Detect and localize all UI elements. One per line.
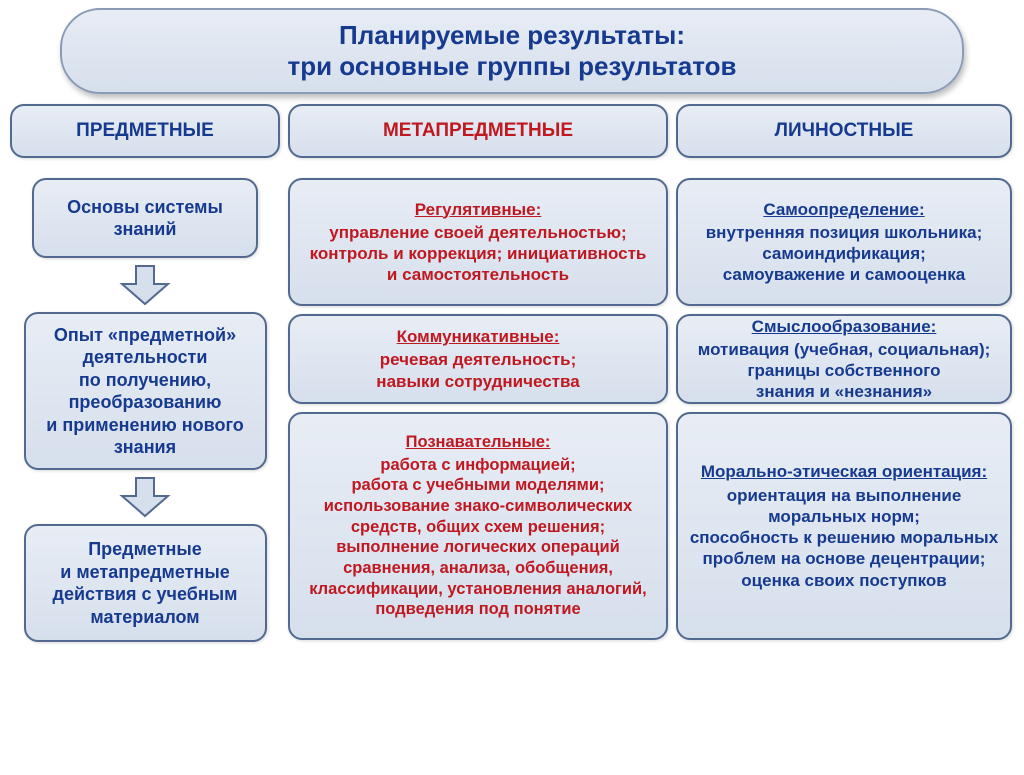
box-body: управление своей деятельностью; контроль…: [300, 222, 656, 286]
box-title: Познавательные:: [300, 432, 656, 453]
box-body: работа с информацией;работа с учебными м…: [300, 455, 656, 620]
box-title: Морально-этическая ориентация:: [688, 461, 1000, 482]
spacer: [676, 166, 1012, 170]
box-predmetnye-deystviya: Предметныеи метапредметные действия с уч…: [24, 524, 267, 642]
down-arrow-icon: [118, 264, 172, 306]
box-kommunikativnye: Коммуникативные: речевая деятельность;на…: [288, 314, 668, 404]
box-body: внутренняя позиция школьника; самоиндифи…: [688, 222, 1000, 286]
box-body: Опыт «предметной» деятельностипо получен…: [36, 324, 255, 459]
spacer: [288, 166, 668, 170]
columns-container: ПРЕДМЕТНЫЕ Основы системы знаний Опыт «п…: [0, 104, 1024, 642]
box-title: Самоопределение:: [688, 199, 1000, 220]
col-header-metapredmetnye: МЕТАПРЕДМЕТНЫЕ: [288, 104, 668, 158]
box-smysloobrazovanie: Смыслообразование: мотивация (учебная, с…: [676, 314, 1012, 404]
col-header-lichnostnye: ЛИЧНОСТНЫЕ: [676, 104, 1012, 158]
box-opyt-predmetnoy: Опыт «предметной» деятельностипо получен…: [24, 312, 267, 470]
down-arrow-icon: [118, 476, 172, 518]
box-body: мотивация (учебная, социальная); границы…: [688, 339, 1000, 403]
box-body: Предметныеи метапредметные действия с уч…: [36, 538, 255, 628]
box-regulyativnye: Регулятивные: управление своей деятельно…: [288, 178, 668, 306]
box-body: ориентация на выполнение моральных норм;…: [688, 485, 1000, 591]
spacer: [10, 166, 280, 170]
header-box: Планируемые результаты: три основные гру…: [60, 8, 964, 94]
box-body: речевая деятельность;навыки сотрудничест…: [300, 349, 656, 392]
box-osnovy-sistemy: Основы системы знаний: [32, 178, 259, 258]
box-title: Смыслообразование:: [688, 316, 1000, 337]
column-predmetnye: ПРЕДМЕТНЫЕ Основы системы знаний Опыт «п…: [10, 104, 280, 642]
column-lichnostnye: ЛИЧНОСТНЫЕ Самоопределение: внутренняя п…: [676, 104, 1012, 642]
col-header-predmetnye: ПРЕДМЕТНЫЕ: [10, 104, 280, 158]
box-title: Коммуникативные:: [300, 326, 656, 347]
column-metapredmetnye: МЕТАПРЕДМЕТНЫЕ Регулятивные: управление …: [288, 104, 668, 642]
box-samoopredelenie: Самоопределение: внутренняя позиция школ…: [676, 178, 1012, 306]
box-moralno-etich: Морально-этическая ориентация: ориентаци…: [676, 412, 1012, 640]
box-body: Основы системы знаний: [44, 196, 247, 241]
box-poznavatelnye: Познавательные: работа с информацией;раб…: [288, 412, 668, 640]
box-title: Регулятивные:: [300, 199, 656, 220]
header-line1: Планируемые результаты:: [82, 20, 942, 51]
header-line2: три основные группы результатов: [82, 51, 942, 82]
